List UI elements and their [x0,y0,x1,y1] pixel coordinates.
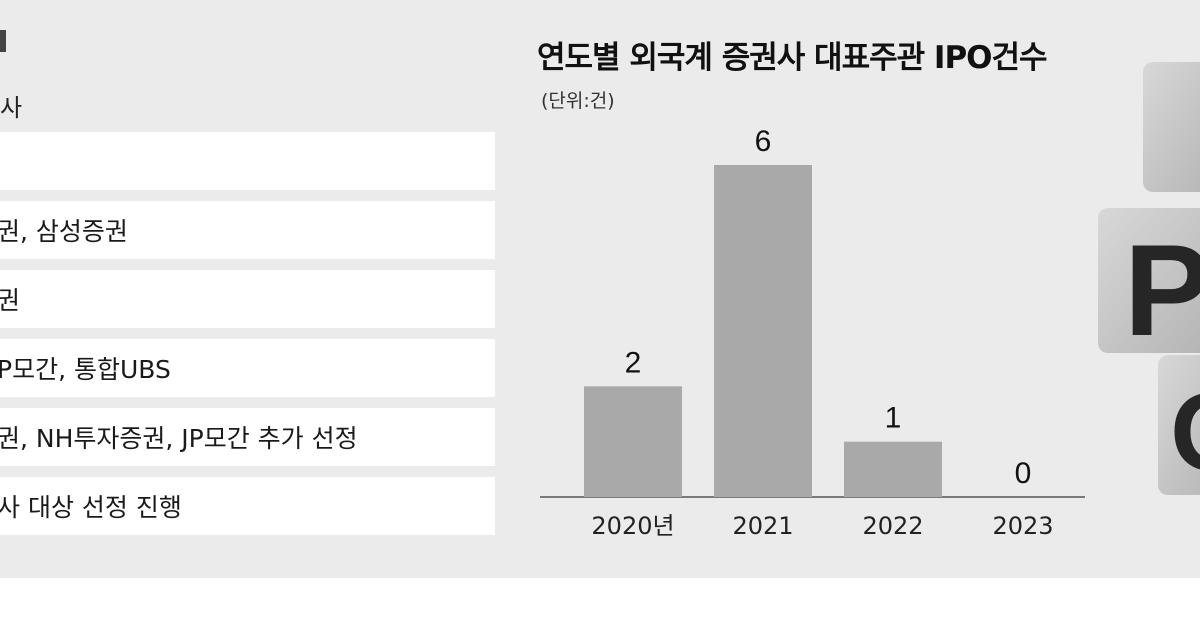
block-p [1098,208,1200,353]
infographic-panel: 사 권, 삼성증권 권 P모간, 통합UBS 권, NH투자증권, JP모간 추… [0,0,1200,578]
letter-o: O [1170,371,1200,494]
row-text: 권, 삼성증권 [0,217,128,246]
table-row: 권, NH투자증권, JP모간 추가 선정 [0,408,495,466]
table-row: 권 [0,270,495,328]
x-tick-label: 2022 [862,512,923,540]
bar [584,386,682,497]
table-row [0,132,495,190]
ipo-blocks-decoration: P O [1098,62,1200,495]
bar-value-label: 1 [885,402,902,435]
bar [714,165,812,497]
letter-p: P [1124,217,1200,363]
row-text: 권, NH투자증권, JP모간 추가 선정 [0,424,358,453]
bar-chart: 2 2020년 6 2021 1 2022 0 2023 [540,125,1085,540]
table-row: P모간, 통합UBS [0,339,495,397]
bar-value-label: 2 [625,346,642,379]
row-text: 권 [0,286,21,315]
x-tick-label: 2021 [732,512,793,540]
table-row: 권, 삼성증권 [0,201,495,259]
x-tick-label: 2020년 [591,512,674,540]
table-header: 사 [0,94,23,122]
block-o [1158,355,1200,495]
block-top [1143,62,1200,192]
row-text: 사 대상 선정 진행 [0,493,182,522]
table-row: 사 대상 선정 진행 [0,477,495,535]
cropped-glyph [0,30,6,52]
chart-unit: (단위:건) [541,90,615,112]
bar-value-label: 6 [755,125,772,158]
bar-value-label: 0 [1015,457,1032,490]
bar [844,441,942,497]
row-text: P모간, 통합UBS [0,355,171,384]
chart-title: 연도별 외국계 증권사 대표주관 IPO건수 [537,40,1048,76]
x-tick-label: 2023 [992,512,1053,540]
